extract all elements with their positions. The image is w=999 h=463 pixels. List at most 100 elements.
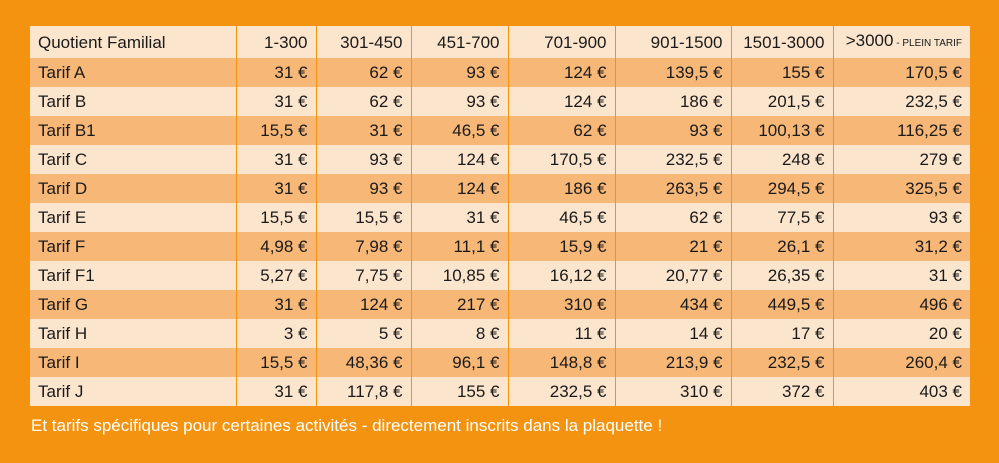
price-cell: 31 € bbox=[315, 116, 411, 145]
footer-note: Et tarifs spécifiques pour certaines act… bbox=[31, 416, 663, 435]
price-cell: 62 € bbox=[507, 116, 615, 145]
table-row: Tarif I 15,5 €48,36 €96,1 €148,8 €213,9 €… bbox=[30, 348, 970, 377]
price-cell: 434 € bbox=[614, 290, 731, 319]
price-cell: 7,75 € bbox=[315, 261, 411, 290]
price-cell: 372 € bbox=[730, 377, 833, 406]
table-row: Tarif D 31 €93 €124 €186 €263,5 €294,5 €3… bbox=[30, 174, 970, 203]
price-cell: 248 € bbox=[730, 145, 833, 174]
price-cell: 139,5 € bbox=[614, 58, 731, 87]
price-cell: 3 € bbox=[235, 319, 316, 348]
price-cell: 8 € bbox=[410, 319, 508, 348]
price-cell: 77,5 € bbox=[730, 203, 833, 232]
price-cell: 31 € bbox=[832, 261, 970, 290]
price-cell: 17 € bbox=[730, 319, 833, 348]
price-cell: 124 € bbox=[410, 174, 508, 203]
row-label: Tarif B1 bbox=[38, 121, 96, 140]
price-cell: 31 € bbox=[410, 203, 508, 232]
table-row: Tarif F1 5,27 €7,75 €10,85 €16,12 €20,77 … bbox=[30, 261, 970, 290]
price-cell: 310 € bbox=[614, 377, 731, 406]
price-cell: 93 € bbox=[410, 87, 508, 116]
table-row: Tarif E 15,5 €15,5 €31 €46,5 €62 €77,5 €9… bbox=[30, 203, 970, 232]
price-cell: 96,1 € bbox=[410, 348, 508, 377]
price-cell: 155 € bbox=[730, 58, 833, 87]
row-label: Tarif J bbox=[38, 382, 84, 401]
header-plein-tarif: - PLEIN TARIF bbox=[893, 38, 962, 49]
price-cell: 496 € bbox=[832, 290, 970, 319]
price-cell: 31 € bbox=[235, 377, 316, 406]
header-451-700: 451-700 bbox=[410, 26, 508, 58]
header-over-3000: >3000 - PLEIN TARIF bbox=[832, 26, 970, 58]
price-cell: 62 € bbox=[315, 87, 411, 116]
price-cell: 31 € bbox=[235, 174, 316, 203]
price-cell: 93 € bbox=[614, 116, 731, 145]
price-cell: 232,5 € bbox=[730, 348, 833, 377]
price-cell: 31 € bbox=[235, 58, 316, 87]
tariff-table-container: Quotient Familial 1-300 301-450 451-700 … bbox=[30, 26, 970, 406]
row-label: Tarif H bbox=[38, 324, 88, 343]
row-label: Tarif F bbox=[38, 237, 86, 256]
price-cell: 20 € bbox=[832, 319, 970, 348]
price-cell: 11,1 € bbox=[410, 232, 508, 261]
price-cell: 213,9 € bbox=[614, 348, 731, 377]
price-cell: 31 € bbox=[235, 87, 316, 116]
price-cell: 170,5 € bbox=[507, 145, 615, 174]
tariff-table: Quotient Familial 1-300 301-450 451-700 … bbox=[30, 26, 970, 406]
price-cell: 260,4 € bbox=[832, 348, 970, 377]
price-cell: 5,27 € bbox=[235, 261, 316, 290]
price-cell: 10,85 € bbox=[410, 261, 508, 290]
table-row: Tarif F 4,98 €7,98 €11,1 €15,9 €21 €26,1 … bbox=[30, 232, 970, 261]
table-row: Tarif A 31 €62 €93 €124 €139,5 €155 €170,… bbox=[30, 58, 970, 87]
row-label: Tarif F1 bbox=[38, 266, 95, 285]
price-cell: 14 € bbox=[614, 319, 731, 348]
price-cell: 4,98 € bbox=[235, 232, 316, 261]
price-cell: 124 € bbox=[507, 58, 615, 87]
price-cell: 62 € bbox=[614, 203, 731, 232]
table-row: Tarif B1 15,5 €31 €46,5 €62 €93 €100,13 €… bbox=[30, 116, 970, 145]
price-cell: 15,5 € bbox=[235, 116, 316, 145]
price-cell: 232,5 € bbox=[832, 87, 970, 116]
price-cell: 449,5 € bbox=[730, 290, 833, 319]
price-cell: 310 € bbox=[507, 290, 615, 319]
table-row: Tarif B 31 €62 €93 €124 €186 €201,5 €232,… bbox=[30, 87, 970, 116]
price-cell: 100,13 € bbox=[730, 116, 833, 145]
price-cell: 93 € bbox=[832, 203, 970, 232]
price-cell: 93 € bbox=[315, 174, 411, 203]
header-901-1500: 901-1500 bbox=[614, 26, 731, 58]
table-row: Tarif J 31 €117,8 €155 €232,5 €310 €372 €… bbox=[30, 377, 970, 406]
price-cell: 116,25 € bbox=[832, 116, 970, 145]
price-cell: 48,36 € bbox=[315, 348, 411, 377]
price-cell: 170,5 € bbox=[832, 58, 970, 87]
price-cell: 20,77 € bbox=[614, 261, 731, 290]
price-cell: 31 € bbox=[235, 290, 316, 319]
header-301-450: 301-450 bbox=[315, 26, 411, 58]
price-cell: 403 € bbox=[832, 377, 970, 406]
price-cell: 21 € bbox=[614, 232, 731, 261]
price-cell: 7,98 € bbox=[315, 232, 411, 261]
price-cell: 217 € bbox=[410, 290, 508, 319]
price-cell: 26,35 € bbox=[730, 261, 833, 290]
price-cell: 148,8 € bbox=[507, 348, 615, 377]
header-1501-3000: 1501-3000 bbox=[730, 26, 833, 58]
header-quotient-familial: Quotient Familial bbox=[38, 32, 166, 52]
price-cell: 155 € bbox=[410, 377, 508, 406]
price-cell: 294,5 € bbox=[730, 174, 833, 203]
price-cell: 15,5 € bbox=[235, 348, 316, 377]
table-header-row: Quotient Familial 1-300 301-450 451-700 … bbox=[30, 26, 970, 58]
table-row: Tarif H 3 €5 €8 €11 €14 €17 €20 € bbox=[30, 319, 970, 348]
price-cell: 325,5 € bbox=[832, 174, 970, 203]
row-label: Tarif I bbox=[38, 353, 80, 372]
price-cell: 11 € bbox=[507, 319, 615, 348]
row-label: Tarif E bbox=[38, 208, 87, 227]
price-cell: 31,2 € bbox=[832, 232, 970, 261]
table-body: Tarif A 31 €62 €93 €124 €139,5 €155 €170,… bbox=[30, 58, 970, 406]
price-cell: 15,5 € bbox=[315, 203, 411, 232]
price-cell: 124 € bbox=[507, 87, 615, 116]
price-cell: 117,8 € bbox=[315, 377, 411, 406]
row-label: Tarif G bbox=[38, 295, 89, 314]
price-cell: 31 € bbox=[235, 145, 316, 174]
price-cell: 15,9 € bbox=[507, 232, 615, 261]
row-label: Tarif B bbox=[38, 92, 87, 111]
price-cell: 186 € bbox=[507, 174, 615, 203]
table-row: Tarif C 31 €93 €124 €170,5 €232,5 €248 €2… bbox=[30, 145, 970, 174]
price-cell: 93 € bbox=[410, 58, 508, 87]
